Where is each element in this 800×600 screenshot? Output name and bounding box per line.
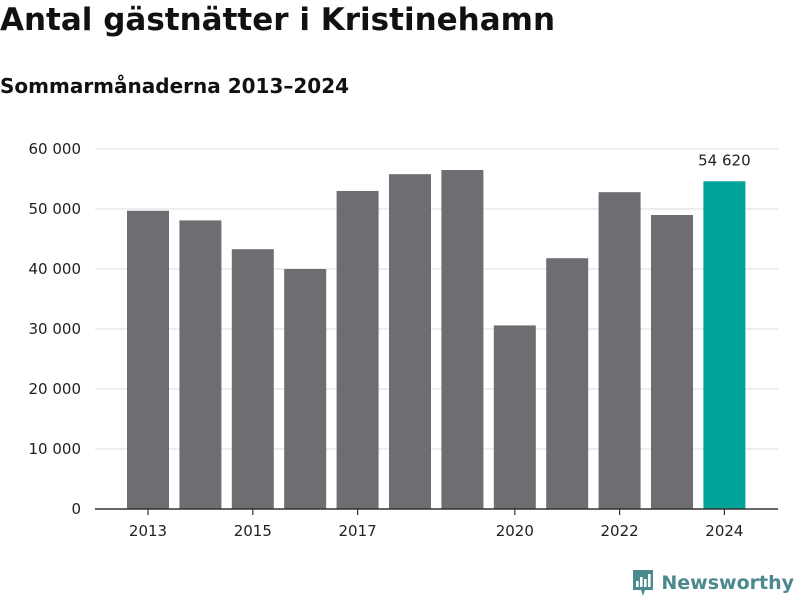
x-tick-label: 2024 (705, 522, 743, 540)
x-tick-label: 2017 (339, 522, 377, 540)
bar-2024 (703, 181, 746, 509)
bar-2018 (389, 174, 431, 509)
x-axis (95, 508, 778, 515)
data-labels: 54 620 (698, 151, 751, 169)
chart-title: Antal gästnätter i Kristinehamn (0, 2, 556, 38)
x-tick-label: 2022 (601, 522, 639, 540)
bar-2022 (598, 192, 641, 509)
y-tick-label: 30 000 (29, 320, 82, 338)
bar-2017 (336, 191, 379, 509)
y-tick-label: 0 (71, 500, 81, 518)
bar-2016 (284, 269, 327, 509)
y-tick-label: 20 000 (29, 380, 82, 398)
brand-name: Newsworthy (661, 572, 794, 594)
y-tick-label: 40 000 (29, 260, 82, 278)
newsworthy-logo-icon (633, 570, 654, 596)
x-tick-label: 2015 (234, 522, 272, 540)
y-tick-label: 60 000 (29, 140, 82, 158)
data-label-2024: 54 620 (698, 151, 751, 169)
brand-footer: Newsworthy (631, 568, 794, 598)
y-tick-label: 50 000 (29, 200, 82, 218)
x-tick-label: 2013 (129, 522, 167, 540)
x-tick-label: 2020 (496, 522, 534, 540)
bar-2021 (546, 258, 589, 509)
bar-2023 (651, 215, 693, 509)
y-tick-label: 10 000 (29, 440, 82, 458)
x-axis-labels: 2013 2015 2017 2020 2022 2024 (129, 522, 744, 540)
bar-2019 (441, 170, 484, 509)
chart-subtitle: Sommarmånaderna 2013–2024 (0, 74, 350, 98)
bar-2020 (493, 325, 536, 509)
bars (127, 170, 746, 510)
bar-2014 (179, 220, 222, 509)
y-axis-labels: 0 10 000 20 000 30 000 40 000 50 000 60 000 (29, 140, 82, 518)
bar-2015 (231, 249, 274, 509)
bar-2013 (127, 210, 169, 510)
